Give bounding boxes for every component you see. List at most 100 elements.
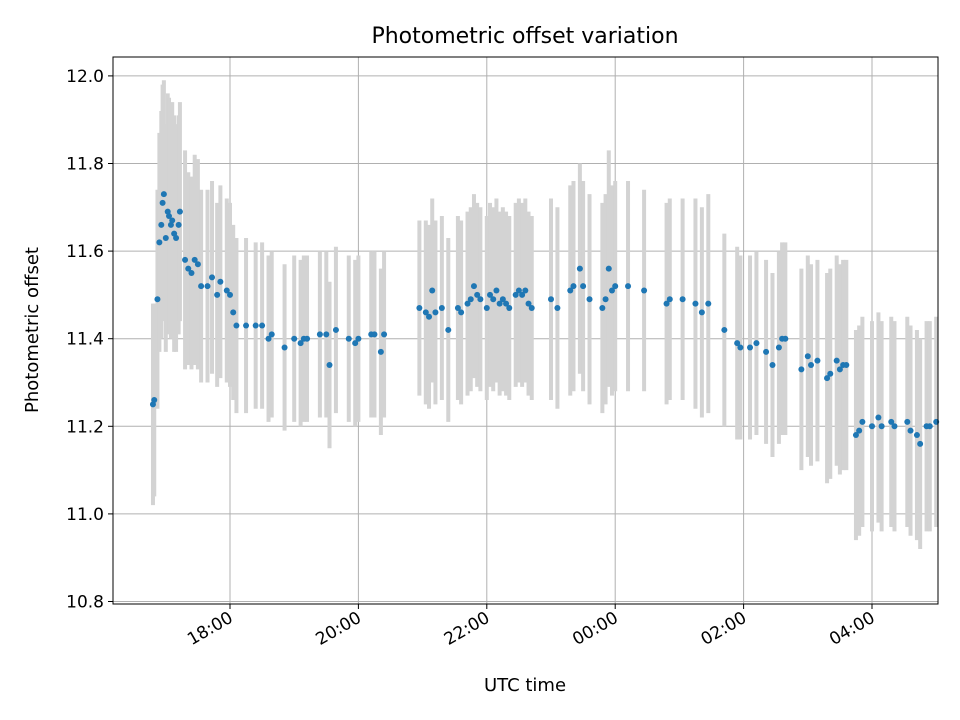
- data-point: [515, 287, 522, 294]
- data-point: [209, 274, 216, 281]
- plot-frame: [112, 56, 939, 605]
- data-point: [753, 340, 760, 347]
- data-point: [493, 287, 500, 294]
- data-point: [506, 305, 513, 312]
- data-point: [878, 423, 885, 430]
- data-point: [377, 348, 384, 355]
- data-point: [162, 234, 169, 241]
- data-points: [149, 191, 940, 447]
- data-point: [891, 423, 898, 430]
- data-point: [692, 300, 699, 307]
- data-point: [612, 283, 619, 290]
- data-point: [663, 300, 670, 307]
- data-point: [467, 296, 474, 303]
- data-point: [169, 217, 176, 224]
- data-point: [798, 366, 805, 373]
- data-point: [464, 300, 471, 307]
- data-point: [223, 287, 230, 294]
- data-point: [483, 305, 490, 312]
- data-point: [176, 208, 183, 215]
- data-point: [836, 366, 843, 373]
- data-point: [698, 309, 705, 316]
- x-axis-label: UTC time: [484, 675, 566, 696]
- data-point: [355, 335, 362, 342]
- data-point: [268, 331, 275, 338]
- data-point: [570, 283, 577, 290]
- data-point: [775, 344, 782, 351]
- data-point: [519, 291, 526, 298]
- data-point: [859, 418, 866, 425]
- data-point: [438, 305, 445, 312]
- data-point: [580, 283, 587, 290]
- data-point: [503, 300, 510, 307]
- data-point: [512, 291, 519, 298]
- data-point: [599, 305, 606, 312]
- data-point: [470, 283, 477, 290]
- data-point: [281, 344, 288, 351]
- data-point: [426, 313, 433, 320]
- data-point: [182, 256, 189, 263]
- data-point: [198, 283, 205, 290]
- data-point: [875, 414, 882, 421]
- data-point: [477, 296, 484, 303]
- data-point: [291, 335, 298, 342]
- data-point: [316, 331, 323, 338]
- data-point: [917, 440, 924, 447]
- data-point: [381, 331, 388, 338]
- data-point: [843, 361, 850, 368]
- data-point: [913, 432, 920, 439]
- data-point: [297, 340, 304, 347]
- data-point: [160, 191, 167, 198]
- data-point: [422, 309, 429, 316]
- data-point: [528, 305, 535, 312]
- chart-title: Photometric offset variation: [371, 24, 678, 49]
- data-point: [445, 326, 452, 333]
- y-axis: 10.8 11.0 11.2 11.4 11.6 11.8 12.0: [66, 67, 113, 613]
- data-point: [158, 221, 165, 228]
- data-point: [679, 296, 686, 303]
- data-point: [869, 423, 875, 430]
- data-point: [156, 239, 163, 246]
- data-point: [230, 309, 237, 316]
- data-point: [159, 199, 166, 206]
- data-point: [737, 344, 744, 351]
- data-point: [191, 256, 198, 263]
- data-point: [666, 296, 673, 303]
- data-point: [458, 309, 465, 316]
- data-point: [371, 331, 378, 338]
- data-point: [522, 287, 529, 294]
- data-point: [166, 213, 173, 220]
- data-point: [907, 427, 914, 434]
- data-point: [763, 348, 770, 355]
- data-point: [323, 331, 330, 338]
- data-point: [499, 296, 506, 303]
- data-point: [833, 357, 840, 364]
- data-point: [525, 300, 532, 307]
- data-point: [204, 283, 211, 290]
- data-point: [304, 335, 311, 342]
- data-point: [747, 344, 754, 351]
- data-point: [608, 287, 615, 294]
- data-point: [734, 340, 741, 347]
- data-point: [252, 322, 259, 329]
- data-point: [487, 291, 494, 298]
- data-point: [824, 375, 831, 382]
- data-point: [548, 296, 554, 303]
- data-point: [259, 322, 266, 329]
- data-point: [576, 265, 583, 272]
- data-point: [151, 397, 158, 404]
- data-point: [808, 361, 815, 368]
- data-point: [888, 418, 895, 425]
- data-point: [194, 261, 201, 268]
- data-point: [625, 283, 632, 290]
- data-point: [721, 326, 728, 333]
- data-point: [814, 357, 821, 364]
- y-tick-label: 11.8: [66, 155, 104, 175]
- data-point: [345, 335, 352, 342]
- data-point: [641, 287, 648, 294]
- data-point: [827, 370, 834, 377]
- data-point: [705, 300, 712, 307]
- data-point: [605, 265, 612, 272]
- data-point: [567, 287, 574, 294]
